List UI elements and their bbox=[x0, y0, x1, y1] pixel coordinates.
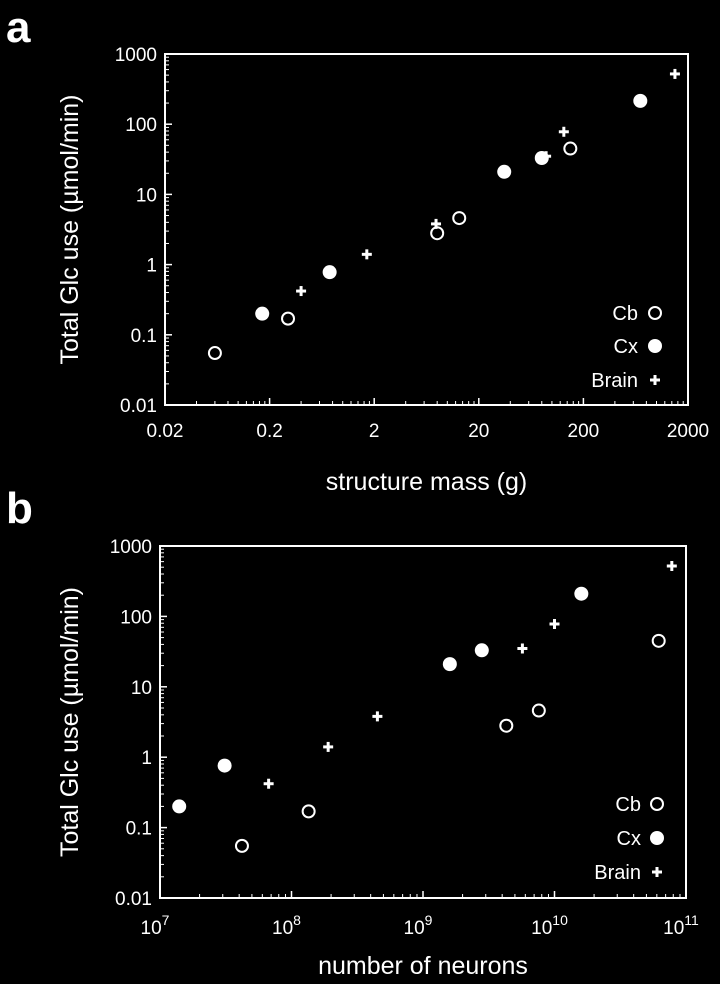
series-cx bbox=[172, 586, 589, 814]
data-point-brain bbox=[431, 218, 442, 229]
legend-marker-cb bbox=[650, 797, 664, 811]
data-point-brain bbox=[517, 643, 528, 654]
data-point-cx bbox=[474, 643, 489, 658]
data-point-cx bbox=[255, 306, 270, 321]
x-tick-label: 200 bbox=[568, 421, 600, 442]
data-point-brain bbox=[323, 741, 334, 752]
y-tick-label: 0.1 bbox=[131, 326, 157, 347]
data-point-cx bbox=[574, 586, 589, 601]
panel-label: a bbox=[6, 3, 31, 52]
y-tick-label: 10 bbox=[131, 678, 152, 699]
data-point-brain bbox=[669, 68, 680, 79]
legend-label-cb: Cb bbox=[615, 794, 641, 816]
y-tick-label: 0.1 bbox=[126, 819, 152, 840]
y-tick-label: 1000 bbox=[110, 537, 152, 558]
data-point-brain bbox=[361, 249, 372, 260]
plot-frame bbox=[164, 53, 689, 406]
data-point-brain bbox=[263, 778, 274, 789]
x-tick-label: 1010 bbox=[531, 912, 568, 939]
x-axis-title: structure mass (g) bbox=[326, 468, 527, 496]
legend-marker-cb bbox=[648, 306, 662, 320]
data-point-cx bbox=[633, 93, 648, 108]
legend-marker-brain bbox=[652, 867, 662, 877]
y-axis-title: Total Glc use (µmol/min) bbox=[56, 587, 84, 857]
x-tick-label: 108 bbox=[272, 912, 301, 939]
series-cx bbox=[255, 93, 648, 321]
data-point-cx bbox=[442, 657, 457, 672]
chart-panel-b: b 0.01 0.1 1 10 100 1000 107 108 109 1010 1011 numbe… bbox=[6, 484, 699, 980]
legend-label-cb: Cb bbox=[612, 303, 638, 325]
data-point-brain bbox=[372, 711, 383, 722]
series-brain bbox=[296, 68, 680, 297]
data-point-brain bbox=[296, 286, 307, 297]
x-tick-label: 2000 bbox=[667, 421, 709, 442]
data-point-cb bbox=[531, 703, 546, 718]
legend-label-cx: Cx bbox=[614, 336, 638, 358]
data-point-cb bbox=[207, 346, 222, 361]
data-point-cx bbox=[172, 799, 187, 814]
y-tick-label: 100 bbox=[125, 115, 157, 136]
y-tick-label: 100 bbox=[120, 607, 152, 628]
series-cb bbox=[207, 141, 578, 361]
y-tick-label: 0.01 bbox=[120, 396, 157, 417]
data-point-cb bbox=[281, 311, 296, 326]
chart-panel-a: a 0.01 0.1 1 10 100 1000 0.02 0.2 2 20 200 2000 struc… bbox=[6, 3, 709, 496]
data-point-brain bbox=[558, 126, 569, 137]
y-axis-title: Total Glc use (µmol/min) bbox=[56, 94, 84, 364]
data-point-cb bbox=[452, 211, 467, 226]
series-cb bbox=[234, 633, 666, 853]
y-axis: 0.01 0.1 1 10 100 1000 bbox=[115, 45, 172, 417]
y-tick-label: 1 bbox=[141, 748, 152, 769]
y-tick-label: 1 bbox=[146, 256, 157, 277]
x-tick-label: 2 bbox=[369, 421, 380, 442]
data-point-cb bbox=[499, 718, 514, 733]
data-point-brain bbox=[666, 560, 677, 571]
legend: Cb Cx Brain bbox=[594, 794, 664, 884]
x-axis: 0.02 0.2 2 20 200 2000 bbox=[147, 398, 709, 442]
data-point-cx bbox=[322, 265, 337, 280]
legend-label-cx: Cx bbox=[617, 828, 641, 850]
panel-label: b bbox=[6, 484, 33, 533]
data-point-brain bbox=[549, 618, 560, 629]
y-tick-label: 10 bbox=[136, 185, 157, 206]
data-point-cb bbox=[234, 838, 249, 853]
legend-label-brain: Brain bbox=[591, 370, 638, 392]
data-point-cb bbox=[651, 633, 666, 648]
data-point-brain bbox=[541, 151, 552, 162]
x-tick-label: 0.2 bbox=[256, 421, 282, 442]
y-tick-label: 0.01 bbox=[115, 889, 152, 910]
y-tick-label: 1000 bbox=[115, 45, 157, 66]
legend-marker-brain bbox=[650, 375, 660, 385]
x-tick-label: 1011 bbox=[663, 912, 699, 939]
x-axis-title: number of neurons bbox=[318, 952, 528, 980]
legend-marker-cx bbox=[650, 831, 664, 845]
series-brain bbox=[263, 560, 677, 789]
data-point-cb bbox=[430, 226, 445, 241]
legend-marker-cx bbox=[648, 339, 662, 353]
data-point-cx bbox=[217, 758, 232, 773]
x-tick-label: 20 bbox=[468, 421, 489, 442]
y-axis: 0.01 0.1 1 10 100 1000 bbox=[110, 537, 167, 910]
legend: Cb Cx Brain bbox=[591, 303, 662, 392]
x-tick-label: 0.02 bbox=[147, 421, 184, 442]
x-tick-label: 109 bbox=[404, 912, 433, 939]
legend-label-brain: Brain bbox=[594, 862, 641, 884]
data-point-cb bbox=[301, 804, 316, 819]
x-axis: 107 108 109 1010 1011 bbox=[141, 891, 699, 939]
x-tick-label: 107 bbox=[141, 912, 170, 939]
data-point-cx bbox=[497, 164, 512, 179]
data-point-cb bbox=[563, 141, 578, 156]
